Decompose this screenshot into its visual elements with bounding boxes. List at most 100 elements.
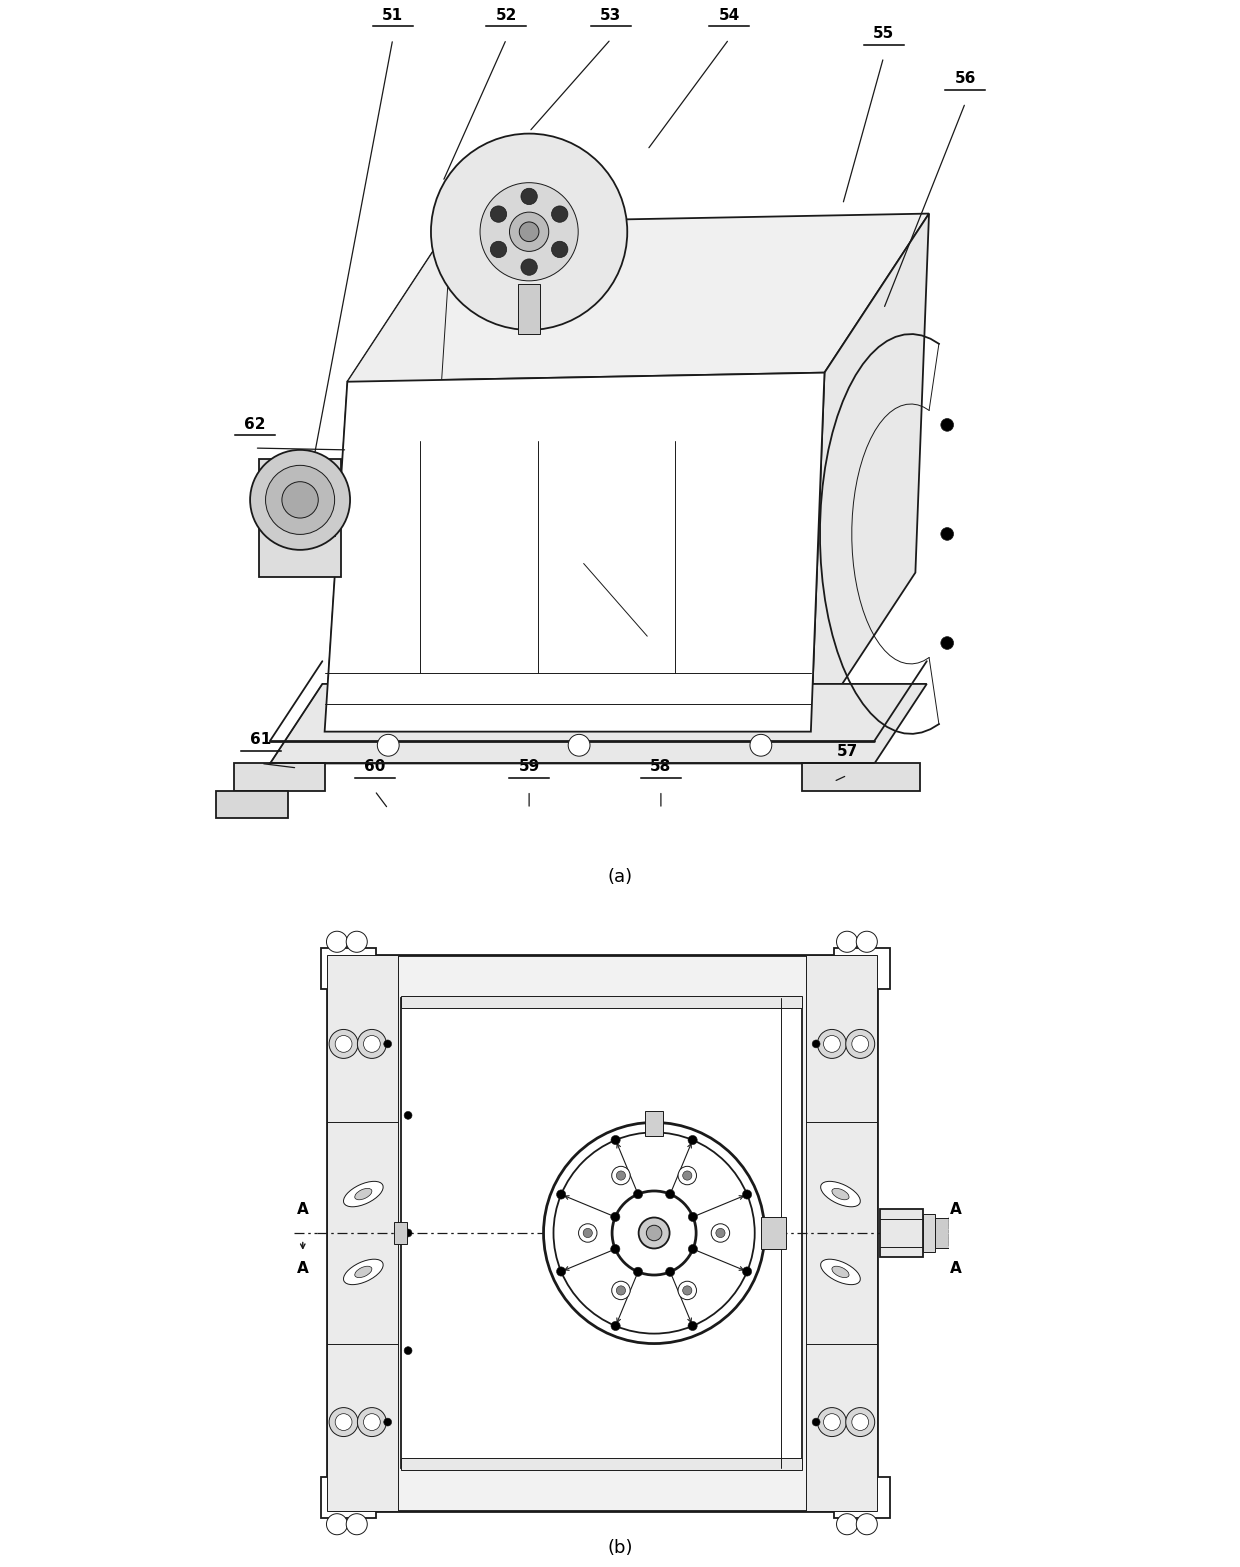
- Bar: [761, 1216, 786, 1249]
- Circle shape: [941, 418, 954, 431]
- Polygon shape: [270, 683, 926, 763]
- Circle shape: [846, 1407, 874, 1437]
- Circle shape: [383, 1418, 392, 1426]
- Circle shape: [688, 1213, 698, 1222]
- Circle shape: [480, 183, 578, 280]
- Circle shape: [520, 223, 539, 241]
- Circle shape: [688, 1136, 697, 1144]
- Circle shape: [857, 1514, 878, 1534]
- Circle shape: [688, 1321, 697, 1330]
- Text: 55: 55: [873, 27, 894, 41]
- Bar: [327, 954, 398, 1511]
- Circle shape: [329, 1030, 358, 1058]
- Circle shape: [817, 1030, 847, 1058]
- Circle shape: [377, 735, 399, 757]
- Circle shape: [613, 1191, 696, 1276]
- Circle shape: [579, 1224, 596, 1243]
- Circle shape: [326, 1514, 347, 1534]
- Circle shape: [281, 481, 319, 519]
- Bar: [327, 954, 877, 1511]
- Polygon shape: [802, 763, 920, 791]
- Circle shape: [553, 1133, 755, 1334]
- Circle shape: [557, 1266, 565, 1276]
- Text: 62: 62: [244, 417, 265, 431]
- Circle shape: [750, 735, 771, 757]
- Bar: [321, 1476, 377, 1517]
- Circle shape: [683, 1171, 692, 1180]
- Text: 52: 52: [496, 8, 517, 22]
- Circle shape: [490, 241, 507, 257]
- Text: 53: 53: [600, 8, 621, 22]
- Circle shape: [812, 1040, 820, 1048]
- Bar: [949, 1233, 957, 1238]
- Circle shape: [712, 1224, 729, 1243]
- Bar: [949, 1225, 957, 1229]
- Bar: [949, 1221, 957, 1225]
- Text: A: A: [950, 1260, 961, 1276]
- Bar: [949, 1243, 957, 1246]
- Ellipse shape: [821, 1260, 861, 1285]
- Text: 58: 58: [650, 760, 672, 774]
- Bar: [393, 1222, 407, 1244]
- Text: A: A: [296, 1202, 309, 1216]
- Polygon shape: [325, 373, 825, 732]
- Ellipse shape: [821, 1182, 861, 1207]
- Circle shape: [521, 259, 537, 276]
- Circle shape: [678, 1166, 697, 1185]
- Bar: [265, 519, 335, 536]
- Circle shape: [329, 1407, 358, 1437]
- Circle shape: [557, 1189, 565, 1199]
- Bar: [402, 998, 802, 1468]
- Circle shape: [326, 931, 347, 953]
- Circle shape: [335, 1413, 352, 1431]
- Circle shape: [250, 450, 350, 550]
- Circle shape: [616, 1287, 625, 1294]
- Text: 56: 56: [955, 72, 976, 86]
- Circle shape: [837, 931, 858, 953]
- Polygon shape: [347, 213, 929, 382]
- Circle shape: [346, 1514, 367, 1534]
- Text: (b): (b): [608, 1539, 632, 1558]
- Circle shape: [611, 1136, 620, 1144]
- Circle shape: [846, 1030, 874, 1058]
- Circle shape: [616, 1171, 625, 1180]
- Circle shape: [404, 1111, 412, 1119]
- Circle shape: [510, 212, 549, 251]
- Circle shape: [678, 1282, 697, 1299]
- Circle shape: [265, 465, 335, 534]
- Bar: [806, 954, 877, 1511]
- Circle shape: [610, 1244, 620, 1254]
- Circle shape: [383, 1040, 392, 1048]
- Ellipse shape: [343, 1182, 383, 1207]
- Text: 51: 51: [382, 8, 403, 22]
- Circle shape: [611, 1321, 620, 1330]
- Circle shape: [335, 1036, 352, 1053]
- Polygon shape: [811, 213, 929, 732]
- Circle shape: [823, 1413, 841, 1431]
- Bar: [880, 1210, 923, 1257]
- Circle shape: [683, 1287, 692, 1294]
- Circle shape: [639, 1218, 670, 1249]
- Bar: [259, 459, 341, 577]
- Bar: [935, 1218, 949, 1249]
- Ellipse shape: [355, 1188, 372, 1200]
- Circle shape: [357, 1030, 387, 1058]
- Circle shape: [404, 1229, 412, 1236]
- Bar: [833, 1476, 890, 1517]
- Circle shape: [666, 1189, 675, 1199]
- Circle shape: [404, 1346, 412, 1354]
- Circle shape: [552, 241, 568, 257]
- Bar: [833, 948, 890, 989]
- Text: 61: 61: [250, 732, 272, 747]
- Text: 57: 57: [837, 744, 858, 758]
- Ellipse shape: [355, 1266, 372, 1277]
- Circle shape: [363, 1413, 381, 1431]
- Circle shape: [346, 931, 367, 953]
- Circle shape: [568, 735, 590, 757]
- Bar: [949, 1230, 957, 1233]
- Circle shape: [583, 1229, 593, 1238]
- Bar: [949, 1238, 957, 1243]
- Circle shape: [852, 1413, 868, 1431]
- Circle shape: [715, 1229, 725, 1238]
- Circle shape: [646, 1225, 662, 1241]
